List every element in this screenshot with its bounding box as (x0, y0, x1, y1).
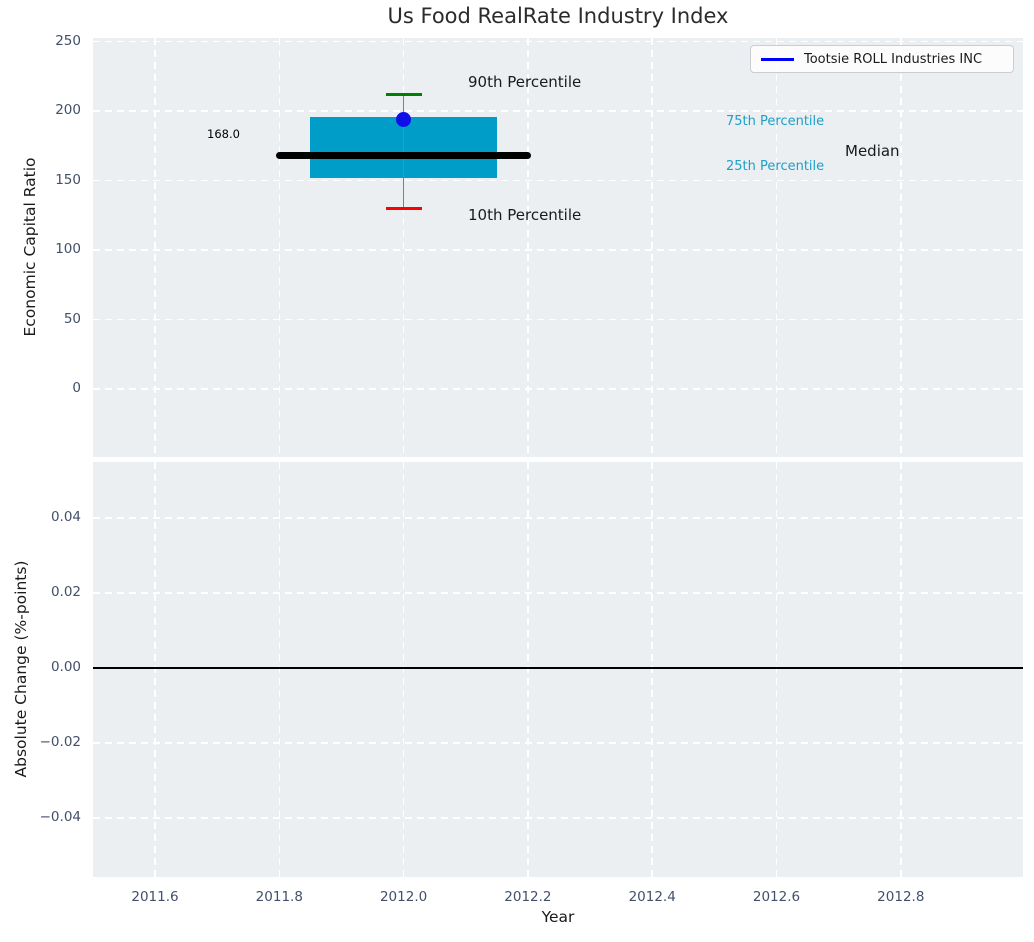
gridline-horizontal (93, 110, 1023, 112)
gridline-horizontal (93, 179, 1023, 182)
y-tick-label: 50 (63, 310, 81, 327)
top-plot-area (93, 38, 1023, 457)
annotation-median: Median (845, 142, 900, 160)
annotation-90th-percentile: 90th Percentile (468, 73, 582, 91)
y-tick-label: −0.04 (39, 809, 81, 825)
zero-line (93, 667, 1023, 669)
gridline-vertical (900, 462, 902, 877)
x-tick-label: 2011.8 (255, 889, 303, 905)
gridline-horizontal (93, 517, 1023, 519)
gridline-vertical (154, 462, 156, 877)
gridline-vertical (278, 38, 281, 457)
chart-title: Us Food RealRate Industry Index (387, 4, 729, 28)
y-tick-label: 0.00 (50, 659, 81, 675)
gridline-vertical (402, 462, 405, 877)
legend-label: Tootsie ROLL Industries INC (804, 51, 983, 67)
x-tick-label: 2012.0 (379, 889, 428, 905)
gridline-horizontal (93, 388, 1023, 390)
gridline-vertical (651, 38, 653, 457)
cap-90th-percentile (385, 92, 422, 97)
x-tick-label: 2011.6 (131, 889, 179, 905)
gridline-horizontal (93, 40, 1023, 43)
gridline-horizontal (93, 592, 1023, 594)
gridline-horizontal (93, 742, 1023, 744)
y-tick-label: 0 (72, 380, 81, 396)
gridline-vertical (402, 38, 405, 457)
median-line (275, 151, 532, 159)
y-tick-label: 250 (55, 32, 81, 49)
gridline-vertical (651, 462, 653, 877)
y-tick-label: 150 (55, 171, 81, 188)
gridline-vertical (775, 462, 778, 877)
legend-line-sample (761, 57, 794, 61)
gridline-horizontal (93, 249, 1023, 251)
gridline-vertical (775, 38, 778, 457)
x-tick-label: 2012.2 (504, 889, 552, 905)
x-axis-label: Year (541, 908, 575, 926)
x-tick-label: 2012.6 (752, 889, 801, 905)
annotation-75th-percentile: 75th Percentile (726, 114, 825, 129)
gridline-vertical (900, 38, 902, 457)
y-tick-label: 100 (55, 241, 81, 257)
y-tick-label: −0.02 (39, 734, 81, 750)
x-tick-label: 2012.4 (628, 889, 676, 905)
y-tick-label: 0.04 (50, 509, 81, 525)
whisker-line (402, 94, 405, 209)
y-tick-label: 200 (55, 102, 81, 118)
y-tick-label: 0.02 (50, 584, 81, 600)
x-tick-label: 2012.8 (877, 889, 925, 905)
cap-10th-percentile (385, 206, 422, 211)
gridline-vertical (154, 38, 156, 457)
gridline-vertical (527, 38, 529, 457)
annotation-25th-percentile: 25th Percentile (726, 159, 825, 174)
gridline-horizontal (93, 318, 1023, 321)
legend: Tootsie ROLL Industries INC (750, 45, 1014, 73)
gridline-vertical (527, 462, 529, 877)
gridline-vertical (278, 462, 281, 877)
median-value-label: 168.0 (207, 127, 240, 141)
bottom-plot-area (93, 462, 1023, 877)
annotation-10th-percentile: 10th Percentile (468, 206, 582, 224)
gridline-horizontal (93, 817, 1023, 819)
company-dot (396, 111, 412, 127)
